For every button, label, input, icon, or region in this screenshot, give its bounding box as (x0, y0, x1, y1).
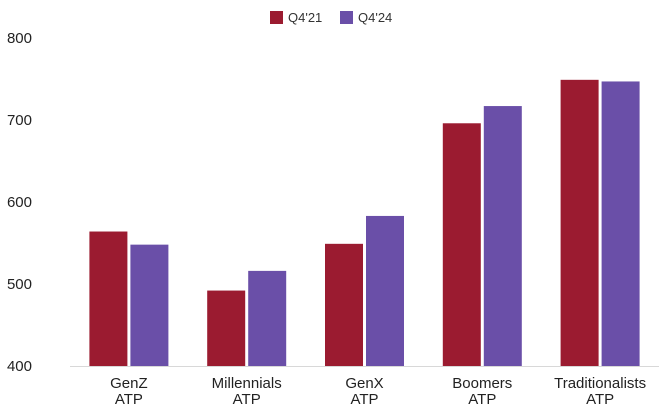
x-tick-label: ATP (115, 391, 143, 407)
x-axis: GenZATPMillennialsATPGenXATPBoomersATPTr… (70, 366, 659, 407)
y-tick-label: 600 (7, 194, 32, 211)
x-tick-label: ATP (233, 391, 261, 407)
x-tick-label: Traditionalists (554, 375, 646, 392)
x-tick-label: GenX (345, 375, 383, 392)
x-tick-label: GenZ (110, 375, 148, 392)
bars (89, 79, 640, 367)
bar-2-0 (325, 243, 363, 366)
x-tick-label: ATP (350, 391, 378, 407)
bar-0-1 (130, 244, 169, 366)
x-tick-label: ATP (468, 391, 496, 407)
bar-0-0 (89, 231, 128, 366)
legend-swatch (270, 11, 283, 24)
x-tick-label: Millennials (212, 375, 282, 392)
bar-4-1 (601, 81, 640, 367)
legend-label: Q4'21 (288, 10, 322, 25)
bar-1-0 (207, 290, 246, 366)
bar-2-1 (366, 215, 404, 366)
x-tick-label: Boomers (452, 375, 512, 392)
bar-4-0 (560, 79, 599, 366)
y-tick-label: 400 (7, 358, 32, 375)
y-tick-label: 500 (7, 276, 32, 293)
y-axis: 400 500 600 700 800 (7, 30, 32, 375)
bar-3-0 (442, 123, 481, 366)
legend: Q4'21 Q4'24 (270, 10, 392, 25)
bar-1-1 (248, 270, 287, 366)
y-tick-label: 800 (7, 30, 32, 47)
y-tick-label: 700 (7, 112, 32, 129)
bar-3-1 (483, 106, 522, 366)
x-tick-label: ATP (586, 391, 614, 407)
legend-label: Q4'24 (358, 10, 392, 25)
legend-swatch (340, 11, 353, 24)
